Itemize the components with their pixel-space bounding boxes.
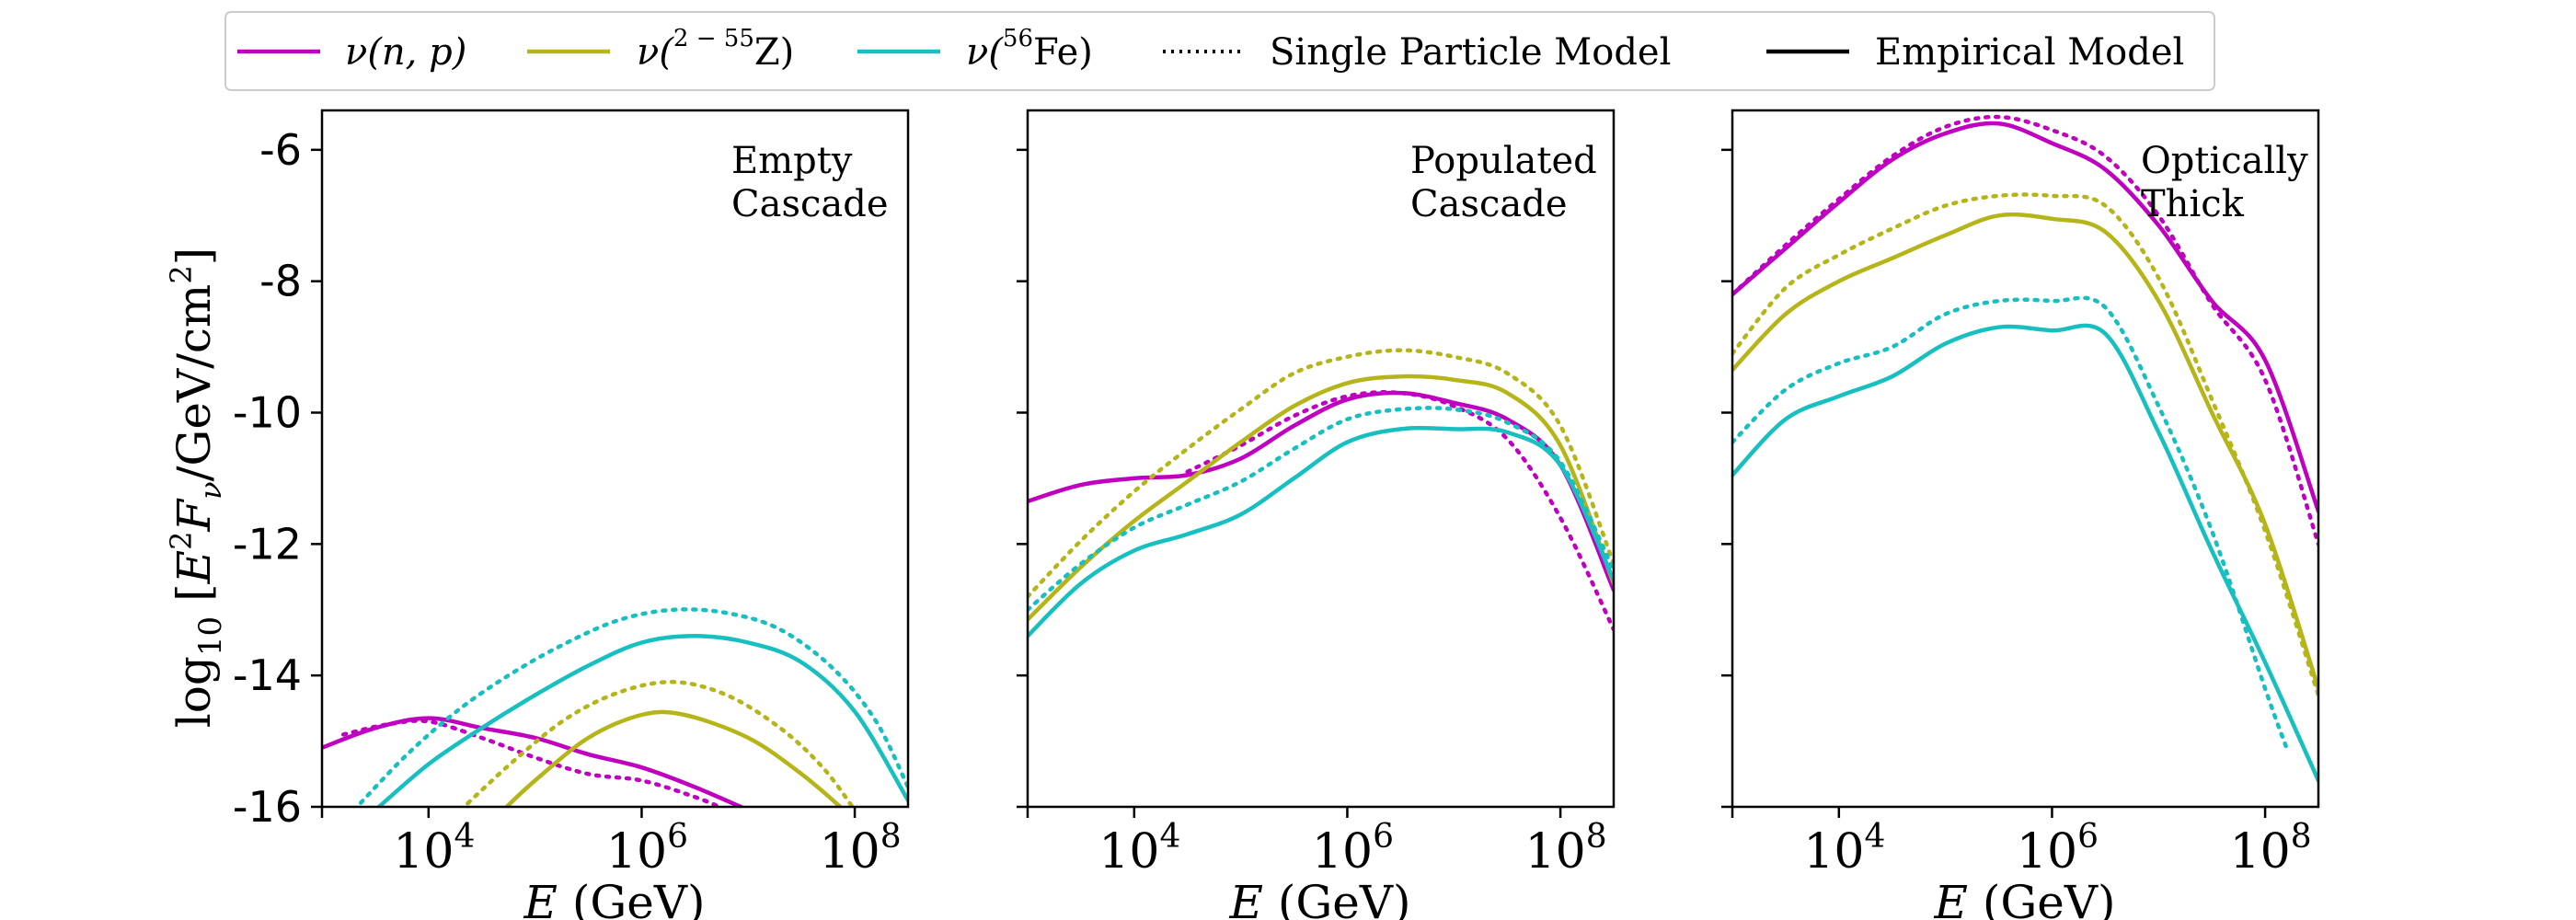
legend-frame: [224, 11, 2215, 91]
panel-3-frame: [1731, 109, 2320, 809]
panel-2-series-np-dotted: [1185, 390, 1614, 632]
svg-text:log10 [E2Fν/GeV/cm2]: log10 [E2Fν/GeV/cm2]: [164, 247, 229, 728]
panel-2-title-line-1: Populated: [1410, 140, 1597, 182]
xtick-label: 104: [1803, 818, 1885, 880]
panel-3-series-np-dotted: [1732, 114, 2318, 546]
legend-label-single: Single Particle Model: [1270, 31, 1671, 74]
panel-1-series-z-dotted: [461, 680, 856, 807]
panel-3-title-line-2: Thick: [2141, 183, 2245, 225]
ytick-label: -6: [259, 125, 302, 175]
panel-2-xticks: 104 106 108: [1026, 807, 1607, 880]
panel-1-yticks: -6 -8 -10 -12 -14 -16: [233, 125, 322, 832]
panel-3-yticks: [1721, 148, 1732, 809]
ytick-label: -12: [233, 519, 302, 569]
ytick-label: -10: [233, 388, 302, 438]
panel-1-series-np-solid: [322, 716, 746, 807]
panel-3-series: [1732, 114, 2318, 783]
panel-1-series-fe-solid: [375, 634, 908, 807]
ytick-label: -16: [233, 782, 302, 832]
panel-2-series: [1028, 348, 1614, 638]
panel-3: 104 106 108 Optically Thick E (GeV): [1721, 109, 2320, 920]
y-axis-label: log10 [E2Fν/GeV/cm2]: [164, 247, 229, 728]
panel-2-xlabel: E (GeV): [1228, 876, 1410, 920]
xtick-label: 108: [820, 818, 902, 880]
xtick-label: 106: [2017, 818, 2099, 880]
legend-label-np: ν(n, p): [345, 31, 466, 74]
xtick-label: 104: [1098, 818, 1180, 880]
panel-2-series-z-solid: [1028, 374, 1614, 622]
panel-3-xlabel: E (GeV): [1933, 876, 2115, 920]
panel-3-series-fe-solid: [1732, 323, 2318, 783]
panel-1-series-np-dotted: [340, 719, 725, 807]
xtick-label: 108: [2230, 818, 2312, 880]
panel-3-series-np-solid: [1732, 121, 2318, 513]
panel-2-series-fe-solid: [1028, 425, 1614, 638]
xtick-label: 108: [1525, 818, 1607, 880]
panel-3-xticks: 104 106 108: [1731, 807, 2312, 880]
xtick-label: 106: [1312, 818, 1394, 880]
panel-1-series-z-solid: [503, 709, 844, 807]
xtick-label: 106: [606, 818, 688, 880]
legend-label-empirical: Empirical Model: [1875, 31, 2184, 74]
ytick-label: -8: [259, 257, 302, 306]
panel-1-title-line-1: Empty: [731, 140, 853, 182]
panel-1-frame: [320, 109, 910, 809]
panel-3-series-fe-dotted: [1732, 295, 2289, 750]
panel-1-xticks: 104 106 108: [320, 807, 902, 880]
panel-2-series-fe-dotted: [1028, 406, 1614, 613]
panel-3-series-z-dotted: [1732, 192, 2318, 697]
legend-label-fe: ν(56Fe): [966, 25, 1093, 74]
panel-2-yticks: [1017, 148, 1028, 809]
panel-2-title-line-2: Cascade: [1410, 183, 1568, 225]
panel-1-xlabel: E (GeV): [523, 876, 705, 920]
panel-2-frame: [1026, 109, 1616, 809]
panel-1-title-line-2: Cascade: [731, 183, 889, 225]
panel-1-series: [322, 607, 908, 807]
panel-3-series-z-solid: [1732, 212, 2318, 691]
panel-1: -6 -8 -10 -12 -14 -16 104 106 108 Empty Cascade…: [233, 109, 910, 920]
panel-1-series-fe-dotted: [354, 607, 908, 807]
legend: ν(n, p) ν(2 − 55Z) ν(56Fe) Single Partic…: [224, 11, 2215, 91]
panel-2: 104 106 108 Populated Cascade E (GeV): [1017, 109, 1616, 920]
panel-2-series-np-solid: [1028, 390, 1614, 592]
xtick-label: 104: [393, 818, 475, 880]
legend-label-z: ν(2 − 55Z): [637, 25, 794, 74]
panel-3-title-line-1: Optically: [2141, 140, 2308, 182]
ytick-label: -14: [233, 650, 302, 700]
